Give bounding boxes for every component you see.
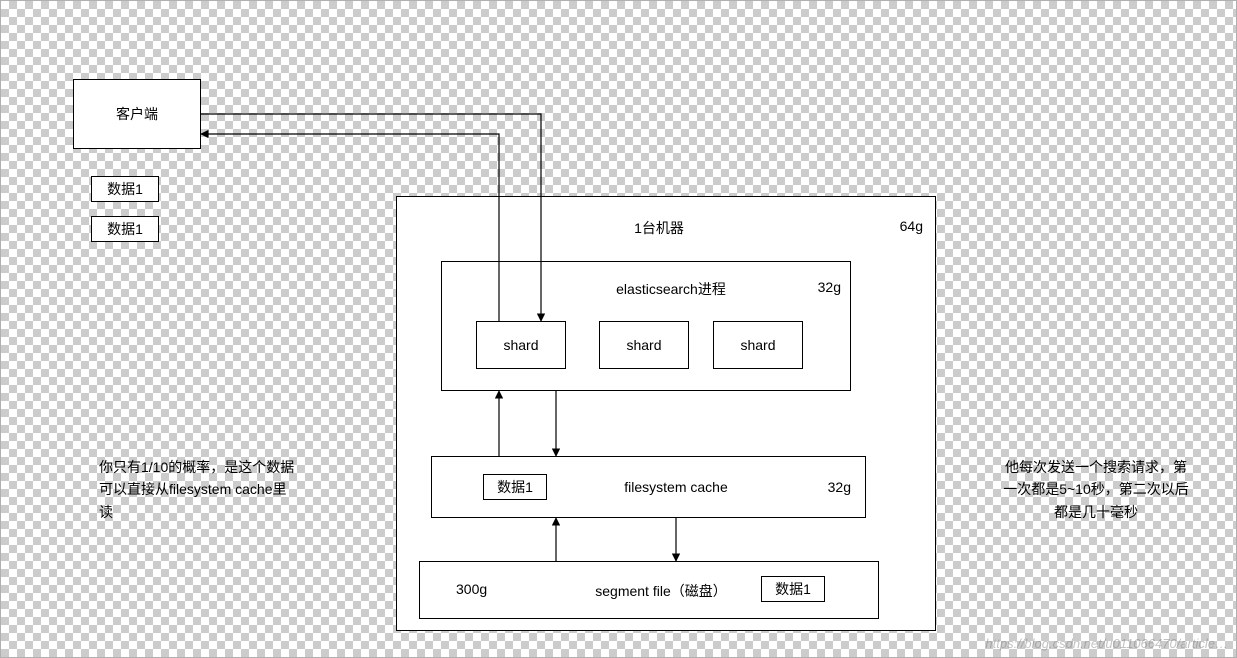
fs-cache-data1-label: 数据1	[497, 477, 533, 497]
machine-title: 1台机器	[599, 218, 719, 238]
right-annotation: 他每次发送一个搜索请求，第一次都是5~10秒，第二次以后都是几十毫秒	[1001, 456, 1191, 523]
disk-title: segment file（磁盘）	[576, 581, 746, 601]
client-node: 客户端	[73, 79, 201, 149]
shard2-label: shard	[626, 337, 661, 353]
fs-cache-data1: 数据1	[483, 474, 547, 500]
left-annotation: 你只有1/10的概率，是这个数据可以直接从filesystem cache里读	[99, 456, 299, 523]
data1-node-b: 数据1	[91, 216, 159, 242]
shard3-label: shard	[740, 337, 775, 353]
watermark-text: https://blog.csdn.net/u011066470/article…	[985, 636, 1228, 651]
diagram-canvas: 客户端 数据1 数据1 1台机器 64g elasticsearch进程 32g…	[0, 0, 1237, 658]
fs-cache-title: filesystem cache	[591, 479, 761, 495]
disk-size: 300g	[456, 581, 516, 597]
data1-b-label: 数据1	[107, 219, 143, 239]
shard1-label: shard	[503, 337, 538, 353]
disk-data1: 数据1	[761, 576, 825, 602]
data1-a-label: 数据1	[107, 179, 143, 199]
shard3-node: shard	[713, 321, 803, 369]
data1-node-a: 数据1	[91, 176, 159, 202]
machine-mem: 64g	[873, 218, 923, 234]
disk-data1-label: 数据1	[775, 579, 811, 599]
fs-cache-mem: 32g	[791, 479, 851, 495]
shard2-node: shard	[599, 321, 689, 369]
es-process-mem: 32g	[791, 279, 841, 295]
client-label: 客户端	[116, 104, 158, 124]
es-process-title: elasticsearch进程	[571, 279, 771, 299]
shard1-node: shard	[476, 321, 566, 369]
